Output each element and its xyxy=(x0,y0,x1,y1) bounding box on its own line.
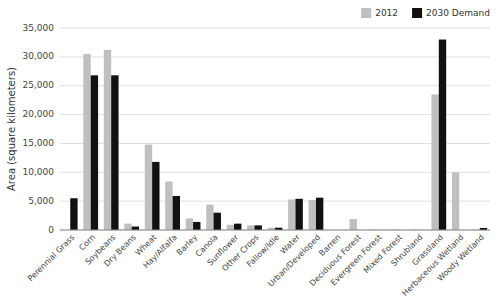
x-axis-line xyxy=(60,230,490,231)
bar xyxy=(295,199,302,230)
bar xyxy=(350,219,357,230)
bar xyxy=(83,54,90,230)
bar xyxy=(247,225,254,230)
y-tick-label: 25,000 xyxy=(23,80,55,90)
y-tick-label: 30,000 xyxy=(23,51,55,61)
x-axis: Perennial GrassCornSoybeansDry BeansWhea… xyxy=(26,230,490,298)
bar xyxy=(132,227,139,230)
bar xyxy=(206,205,213,230)
grid-line xyxy=(60,172,490,173)
bar xyxy=(165,182,172,230)
bar xyxy=(227,225,234,230)
legend-swatch xyxy=(361,8,371,18)
y-tick-label: 10,000 xyxy=(23,167,55,177)
legend-label: 2030 Demand xyxy=(426,8,490,18)
bar xyxy=(288,199,295,230)
bar xyxy=(431,94,438,230)
bar xyxy=(111,75,118,230)
bar xyxy=(452,172,459,230)
chart: 0 5,000 10,000 15,000 20,000 25,000 30,000 35,0… xyxy=(0,0,500,305)
bar xyxy=(91,75,98,230)
bar xyxy=(193,222,200,230)
legend: 2012 2030 Demand xyxy=(361,8,490,19)
bar xyxy=(173,196,180,230)
bar xyxy=(145,145,152,230)
bars xyxy=(70,40,487,230)
grid-line xyxy=(60,56,490,57)
x-tick-label: Fallow/Idle xyxy=(245,233,281,269)
bar xyxy=(186,218,193,230)
bar xyxy=(309,200,316,230)
x-tick-label: Hay/Alfalfa xyxy=(142,233,179,270)
grid-line xyxy=(60,201,490,202)
grid-line xyxy=(60,230,490,231)
x-tick-label: Woody Wetland xyxy=(435,233,485,283)
bar xyxy=(316,198,323,230)
y-axis-label: Area (square kilometers) xyxy=(6,67,17,191)
bar xyxy=(104,50,111,230)
bar xyxy=(234,224,241,230)
bar xyxy=(214,213,221,230)
x-tick-label: Perennial Grass xyxy=(26,233,76,283)
y-tick-label: 15,000 xyxy=(23,138,55,148)
bar xyxy=(152,162,159,230)
grid-line xyxy=(60,114,490,115)
grid-line xyxy=(60,28,490,29)
legend-label: 2012 xyxy=(375,8,398,18)
bar xyxy=(70,198,77,230)
y-axis: 0 5,000 10,000 15,000 20,000 25,000 30,000 35,0… xyxy=(23,23,491,235)
bar xyxy=(124,224,131,230)
grid-line xyxy=(60,143,490,144)
grid-line xyxy=(60,85,490,86)
y-tick-label: 0 xyxy=(48,225,54,235)
y-tick-label: 5,000 xyxy=(28,196,54,206)
bar xyxy=(439,40,446,230)
x-tick-label: Dry Beans xyxy=(102,233,138,269)
legend-swatch xyxy=(412,8,422,18)
y-tick-label: 35,000 xyxy=(23,23,55,33)
bar xyxy=(255,225,262,230)
y-tick-label: 20,000 xyxy=(23,109,55,119)
